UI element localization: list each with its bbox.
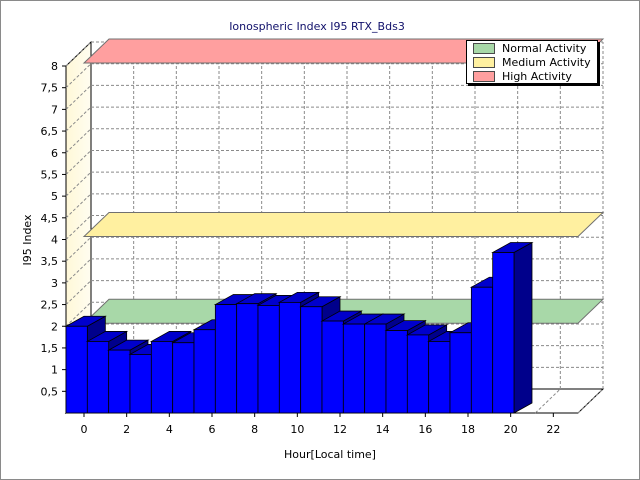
grid-line-side [65,85,92,110]
x-axis-ticks: 0 2 4 6 8 10 12 14 16 18 20 22 [81,413,560,436]
bar-front [385,330,408,414]
x-tick-label: 8 [251,423,258,436]
bar-front [108,349,131,414]
bars [64,241,534,414]
bar-front [86,341,110,414]
grid-line-side [65,301,92,327]
legend: Normal Activity Medium Activity High Act… [466,40,598,84]
y-tick-label: 6 [51,147,58,160]
grid-line-depth [534,388,561,414]
x-tick-label: 12 [333,423,347,436]
grid-line-depth [577,388,604,414]
legend-item-normal: Normal Activity [473,42,586,55]
x-tick-label: 2 [123,423,130,436]
y-axis-ticks: 0,5 1 1,5 2 2,5 3 3,5 4 4,5 5 5,5 6 6,5 7 7,5 8 [41,60,66,398]
x-tick-label: 22 [546,423,560,436]
grid-line-side [65,150,92,175]
bar-front [492,252,515,414]
bar-side [513,241,533,414]
bar-front [214,304,238,414]
y-tick-label: 7 [51,103,58,116]
y-tick-label: 2 [51,320,58,333]
y-tick-label: 6,5 [41,125,59,138]
x-tick-label: 18 [461,423,475,436]
x-tick-label: 4 [166,423,173,436]
band-medium-activity [82,212,605,237]
x-tick-label: 0 [81,423,88,436]
grid-line-side [65,63,92,89]
grid-line-side [65,215,92,240]
grid-line-side [65,280,92,305]
legend-swatch-normal [473,43,495,54]
x-tick-label: 20 [504,423,518,436]
y-tick-label: 3 [51,277,58,290]
bar-front [129,354,152,414]
y-tick-label: 3,5 [41,255,59,268]
y-tick-label: 5 [51,190,58,203]
y-tick-label: 1 [51,364,58,377]
grid-line-side [65,193,92,219]
bar-front [406,334,430,414]
y-tick-label: 4,5 [41,212,59,225]
y-tick-label: 1,5 [41,342,59,355]
bar-front [321,320,344,414]
x-axis-label: Hour[Local time] [284,448,376,461]
bar-front [364,323,387,414]
bar-front [236,303,259,414]
bar-front [257,305,280,414]
grid-line-side [65,128,92,154]
y-tick-label: 5,5 [41,168,59,181]
legend-label-medium: Medium Activity [502,56,591,69]
grid-line-side [65,258,92,284]
y-axis-label: I95 Index [21,214,34,266]
bar [491,241,534,414]
chart-title: Ionospheric Index I95 RTX_Bds3 [229,20,405,33]
y-tick-label: 4 [51,234,58,247]
legend-item-medium: Medium Activity [473,56,591,69]
grid-line-side [65,106,92,132]
bar-front [172,342,195,414]
bar-front [342,323,366,414]
legend-item-high: High Activity [473,70,572,83]
bar-front [470,286,494,414]
grid-line-side [65,171,92,197]
bar-front [428,341,451,414]
grid-line-side [65,236,92,262]
x-tick-label: 10 [290,423,304,436]
bar-front [150,341,174,414]
legend-swatch-medium [473,57,495,68]
legend-label-normal: Normal Activity [502,42,587,55]
x-tick-label: 14 [376,423,390,436]
y-tick-label: 8 [51,60,58,73]
bar-front [65,325,88,414]
x-tick-label: 6 [209,423,216,436]
bar-front [449,332,472,414]
x-tick-label: 16 [418,423,432,436]
grid-line-side [65,41,92,67]
bar-front [300,306,323,414]
y-tick-label: 0,5 [41,385,59,398]
y-tick-label: 2,5 [41,299,59,312]
legend-swatch-high [473,71,495,82]
legend-label-high: High Activity [502,70,572,83]
y-tick-label: 7,5 [41,82,59,95]
bar-front [193,329,216,414]
bar-front [278,301,302,414]
